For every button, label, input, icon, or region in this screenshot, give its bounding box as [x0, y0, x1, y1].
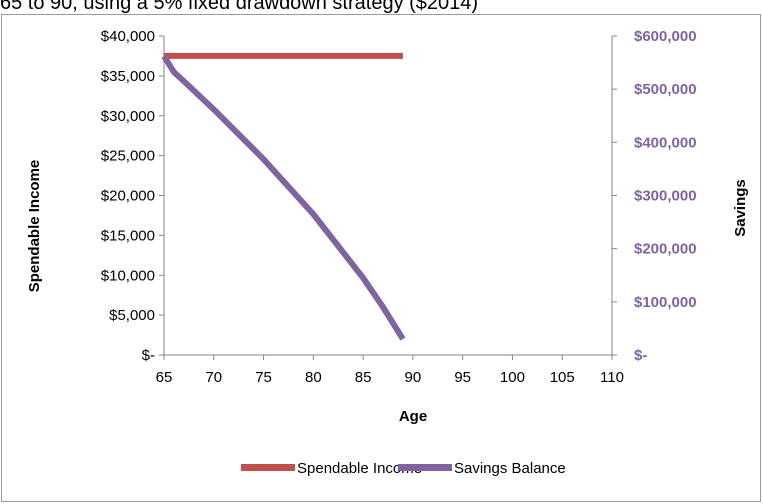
chart-axes: $- $5,000 $10,000 $15,000 $20,000 $25,000 $30,… — [101, 28, 697, 386]
y2-tick-label: $- — [634, 347, 647, 364]
x-axis-title: Age — [399, 408, 427, 425]
chart-title: 65 to 90, using a 5% fixed drawdown stra… — [0, 0, 479, 14]
chart-frame — [1, 14, 761, 502]
y-tick-label: $20,000 — [101, 188, 155, 205]
x-tick-label: 80 — [305, 369, 322, 386]
y-tick-label: $35,000 — [101, 68, 155, 85]
y2-tick-label: $500,000 — [634, 81, 697, 98]
series-line-savings-balance — [161, 54, 406, 341]
y2-tick-label: $600,000 — [634, 28, 697, 45]
x-tick-label: 70 — [205, 369, 222, 386]
y2-tick-label: $300,000 — [634, 188, 697, 205]
y2-tick-label: $200,000 — [634, 241, 697, 258]
x-tick-label: 100 — [500, 369, 525, 386]
y-tick-label: $10,000 — [101, 267, 155, 284]
chart-series — [161, 52, 406, 341]
x-tick-label: 90 — [405, 369, 422, 386]
legend-swatch-savings-balance — [398, 464, 452, 471]
y2-tick-label: $400,000 — [634, 134, 697, 151]
y-axis-title: Spendable Income — [26, 160, 43, 293]
x-tick-label: 105 — [550, 369, 575, 386]
legend-label-spendable-income: Spendable Income — [297, 460, 422, 477]
y-tick-label: $15,000 — [101, 227, 155, 244]
x-tick-label: 110 — [600, 369, 624, 386]
chart-legend: Spendable Income Savings Balance — [241, 460, 566, 477]
y2-axis-title: Savings — [732, 179, 749, 237]
legend-label-savings-balance: Savings Balance — [454, 460, 566, 477]
legend-swatch-spendable-income — [241, 464, 295, 471]
y2-tick-label: $100,000 — [634, 294, 697, 311]
y-tick-label: $30,000 — [101, 108, 155, 125]
y-tick-label: $25,000 — [101, 148, 155, 165]
x-tick-label: 95 — [454, 369, 471, 386]
y-tick-label: $- — [142, 347, 155, 364]
y-tick-label: $5,000 — [109, 307, 155, 324]
x-tick-label: 75 — [255, 369, 272, 386]
x-tick-label: 85 — [355, 369, 372, 386]
y-tick-label: $40,000 — [101, 28, 155, 45]
x-tick-label: 65 — [156, 369, 173, 386]
